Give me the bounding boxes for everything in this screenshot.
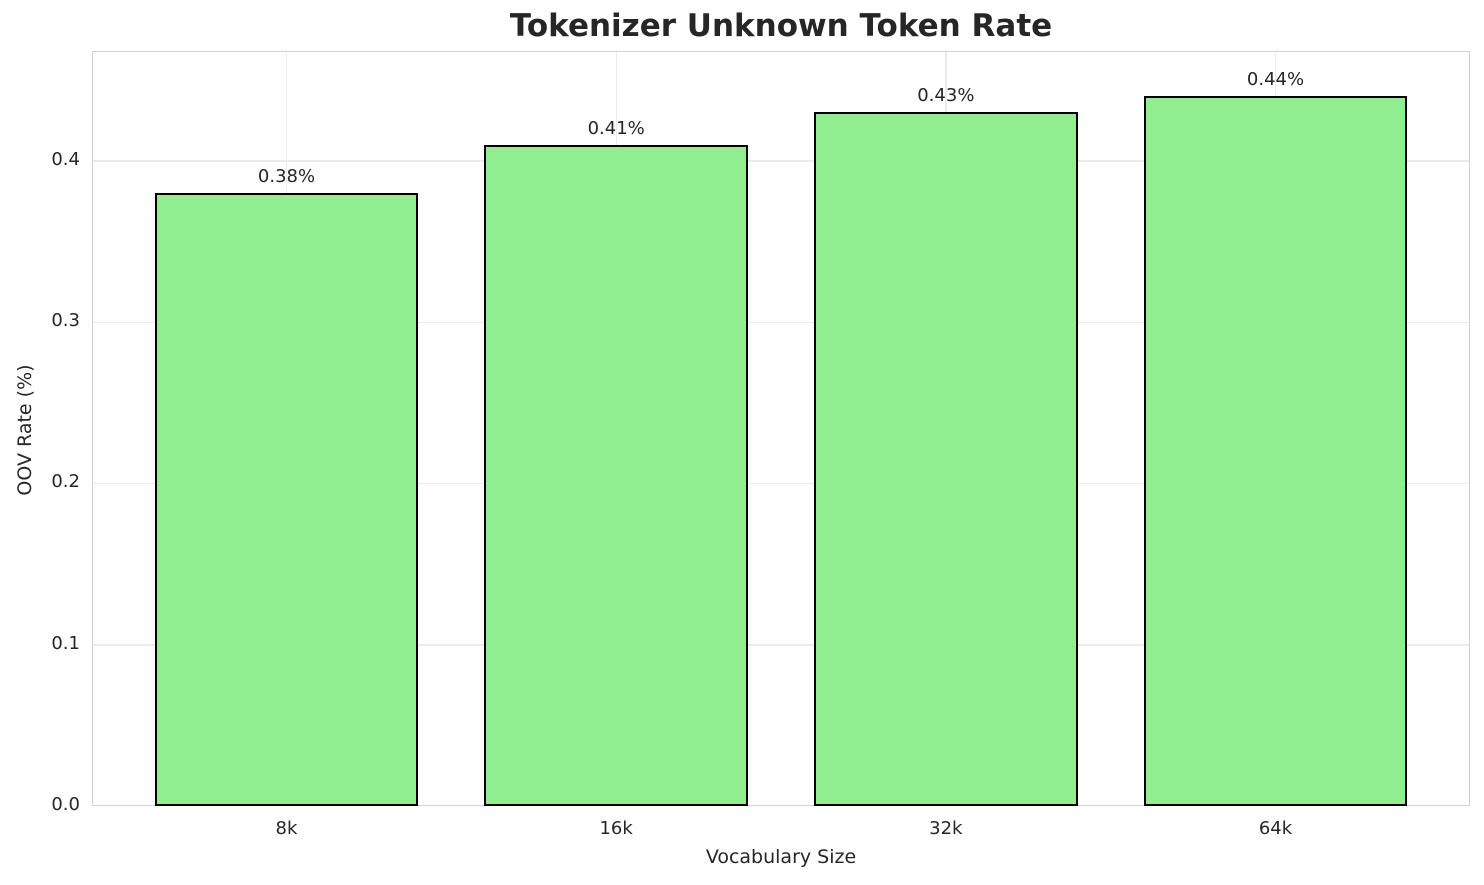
y-axis-label: OOV Rate (%): [14, 364, 36, 496]
x-tick-label: 64k: [1258, 818, 1293, 839]
bar-value-label: 0.38%: [257, 165, 316, 187]
x-axis-label: Vocabulary Size: [705, 846, 857, 868]
y-tick-label: 0.3: [51, 310, 80, 332]
plot-border: [92, 51, 1470, 806]
bar-64k: [1143, 96, 1408, 806]
h-gridline: [93, 482, 1469, 485]
h-gridline: [93, 160, 1469, 162]
y-tick-label: 0.4: [51, 148, 80, 170]
y-tick-label: 0.0: [51, 794, 80, 815]
y-tick-label: 0.1: [51, 632, 80, 654]
bar-value-label: 0.41%: [587, 117, 645, 139]
bar-16k: [484, 144, 749, 806]
bar-value-label: 0.44%: [1246, 69, 1305, 91]
x-tick-label: 32k: [929, 818, 963, 839]
y-tick-label: 0.2: [51, 471, 80, 493]
chart-title: Tokenizer Unknown Token Rate: [509, 8, 1053, 44]
bar-32k: [813, 112, 1078, 806]
bar-8k: [154, 192, 419, 806]
h-gridline: [93, 321, 1469, 323]
x-tick-label: 16k: [599, 818, 633, 839]
bar-value-label: 0.43%: [917, 85, 975, 107]
h-gridline: [93, 644, 1469, 646]
x-tick-label: 8k: [275, 818, 298, 839]
